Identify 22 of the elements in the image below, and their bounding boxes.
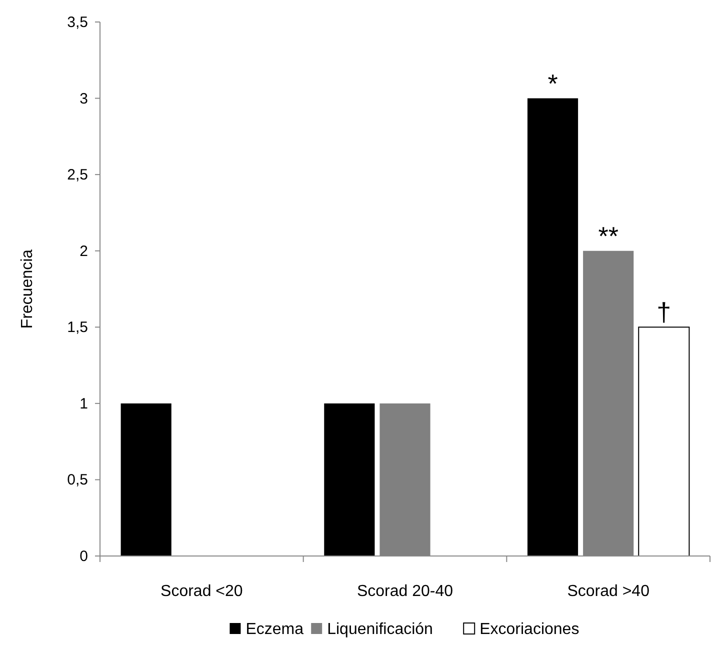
y-tick-label: 3 <box>80 90 88 108</box>
bar <box>527 98 578 556</box>
legend-label: Excoriaciones <box>480 621 580 638</box>
y-tick-label: 2 <box>80 242 88 260</box>
y-axis-title: Frecuencia <box>19 249 36 329</box>
legend-label: Liquenificación <box>327 621 433 638</box>
x-tick-label: Scorad >40 <box>567 583 650 600</box>
annotation: * <box>548 68 558 98</box>
annotation: † <box>656 297 672 328</box>
x-tick-label: Scorad <20 <box>160 583 243 600</box>
bar <box>638 326 690 556</box>
y-tick-label: 3,5 <box>67 14 88 31</box>
y-tick-label: 1 <box>80 395 88 412</box>
legend-label: Eczema <box>246 621 304 638</box>
bar <box>324 403 375 556</box>
bar <box>120 403 172 556</box>
annotation: ** <box>598 220 618 251</box>
y-tick-label: 1,5 <box>67 319 88 336</box>
y-tick-label: 2,5 <box>67 166 88 184</box>
x-tick-label: Scorad 20-40 <box>356 583 454 600</box>
y-tick-label: 0,5 <box>67 472 88 489</box>
y-tick-label: 0 <box>80 548 88 565</box>
